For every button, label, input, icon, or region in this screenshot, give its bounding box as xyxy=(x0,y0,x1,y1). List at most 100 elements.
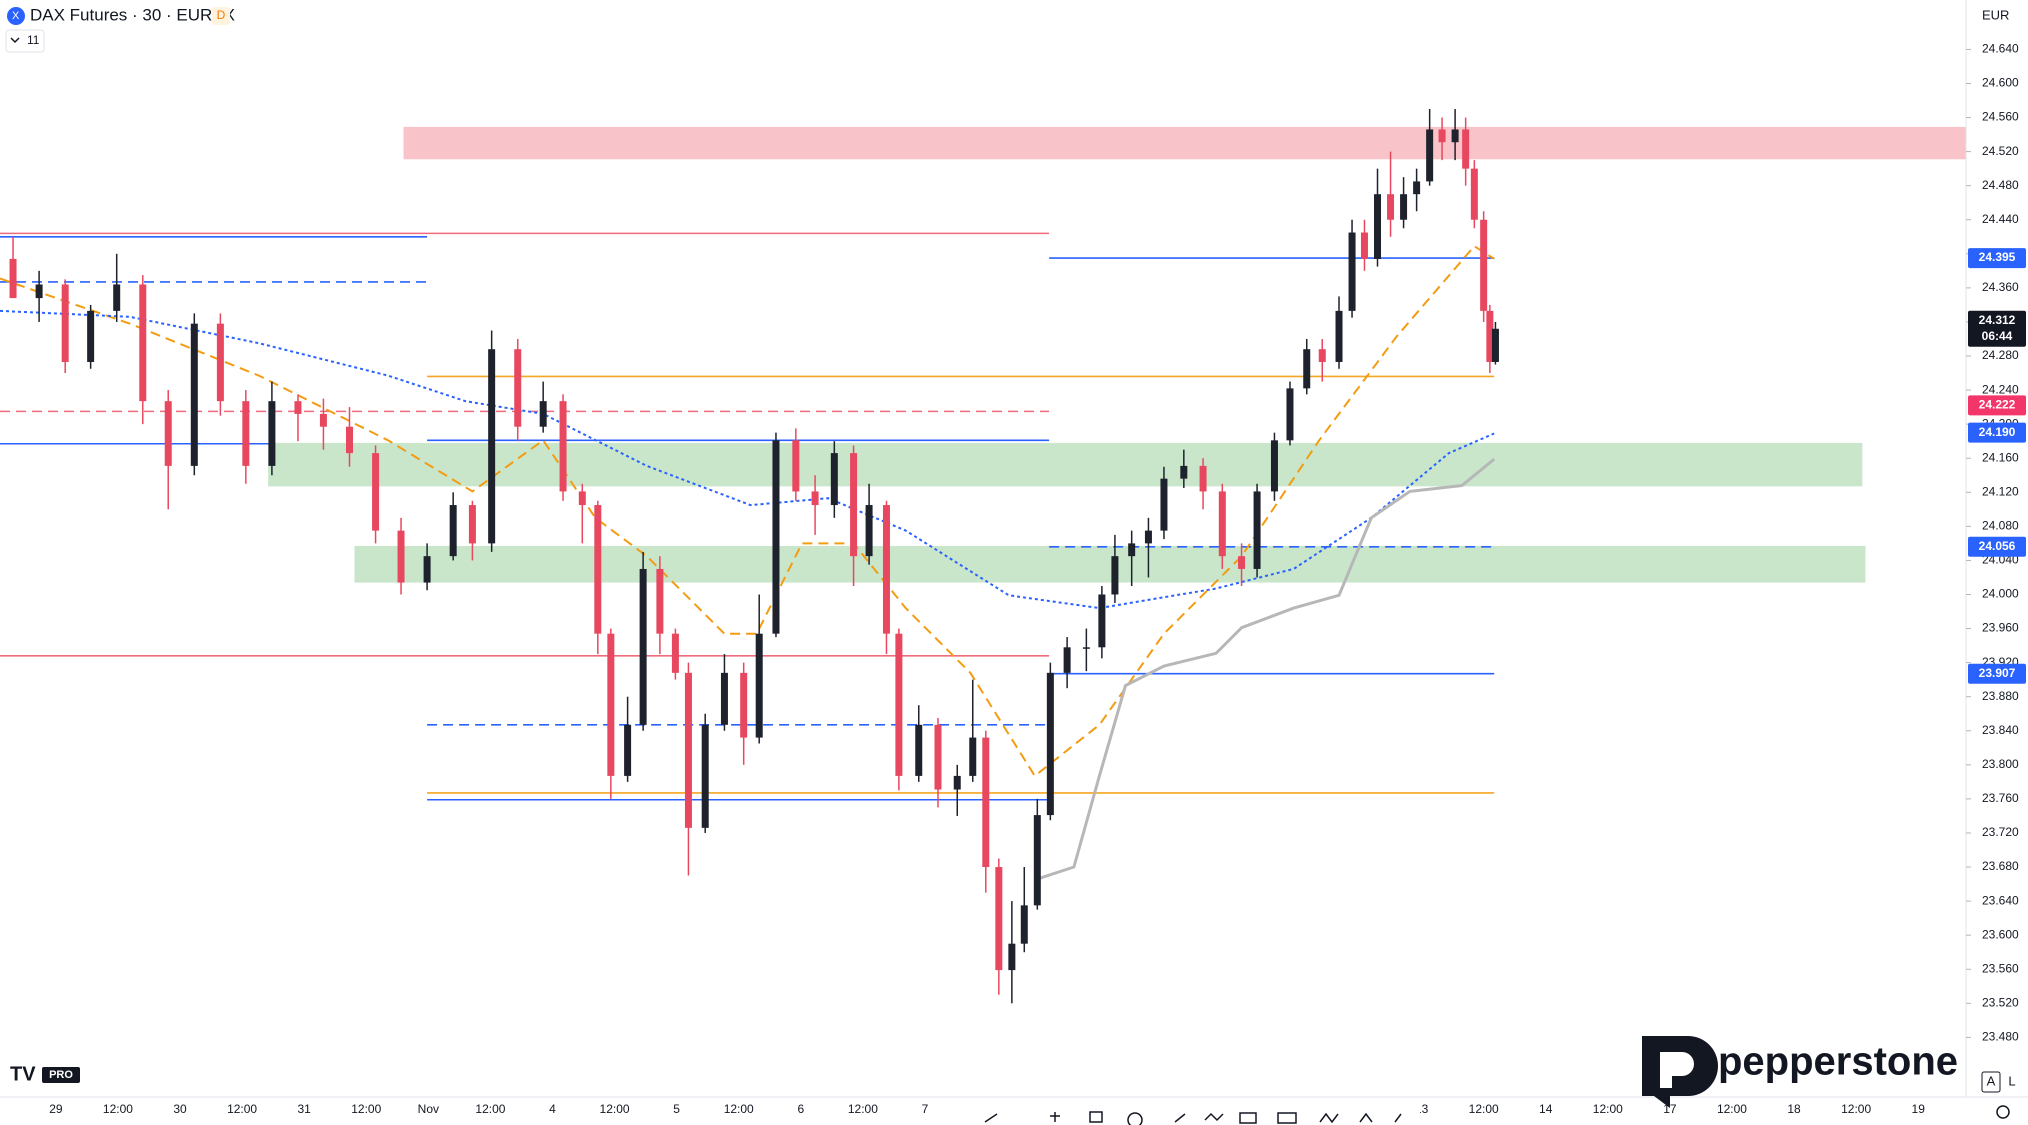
tool-icon[interactable] xyxy=(1394,1113,1402,1123)
x-tick-label: 12:00 xyxy=(1593,1102,1623,1116)
price-label-bg xyxy=(1968,663,2026,684)
tool-icon[interactable] xyxy=(1050,1112,1060,1122)
candle-body xyxy=(1462,129,1470,169)
tool-icon[interactable] xyxy=(1319,1112,1339,1124)
tool-icon[interactable] xyxy=(1359,1112,1373,1123)
indicator-line xyxy=(1034,457,1496,882)
candle-body xyxy=(1413,181,1421,195)
candle-body xyxy=(1063,647,1071,673)
candle-body xyxy=(1348,232,1356,311)
candle-body xyxy=(1253,491,1261,569)
tool-icon[interactable] xyxy=(1174,1113,1186,1123)
y-tick-label: 24.160 xyxy=(1982,450,2019,464)
candle-body xyxy=(1199,465,1207,492)
tv-logo-mark: TV xyxy=(10,1063,36,1085)
candle-body xyxy=(539,401,547,427)
x-tick-label: 5 xyxy=(673,1102,680,1116)
candle-body xyxy=(1286,388,1294,441)
log-scale-label[interactable]: L xyxy=(2008,1073,2015,1088)
candle-body xyxy=(449,505,457,557)
x-tick-label: Nov xyxy=(418,1102,439,1116)
candle-body xyxy=(1270,440,1278,492)
candle-body xyxy=(684,672,692,828)
y-tick-label: 24.600 xyxy=(1982,76,2019,90)
y-tick-label: 23.720 xyxy=(1982,825,2019,839)
price-label-bg xyxy=(1968,395,2026,416)
price-label: 24.395 xyxy=(1979,250,2016,264)
candle-body xyxy=(139,284,147,402)
y-tick-label: 24.280 xyxy=(1982,348,2019,362)
indicator-toggle[interactable] xyxy=(5,29,45,53)
x-tick-label: 12:00 xyxy=(103,1102,133,1116)
candle-body xyxy=(35,284,43,299)
x-tick-label: 12:00 xyxy=(475,1102,505,1116)
tool-icon[interactable] xyxy=(1089,1111,1103,1123)
candle-body xyxy=(594,505,602,634)
candle-body xyxy=(1160,478,1168,531)
y-tick-label: 23.880 xyxy=(1982,689,2019,703)
x-tick-label: 14 xyxy=(1539,1102,1553,1116)
y-tick-label: 24.560 xyxy=(1982,110,2019,124)
candle-body xyxy=(953,775,961,790)
candle-body xyxy=(294,401,302,414)
candle-body xyxy=(1046,672,1054,816)
tv-logo-badge: PRO xyxy=(49,1069,73,1081)
price-label: 24.222 xyxy=(1979,398,2016,412)
interval-badge[interactable]: D xyxy=(217,8,226,22)
symbol-icon[interactable] xyxy=(7,7,25,25)
candle-body xyxy=(830,453,838,506)
y-tick-label: 24.520 xyxy=(1982,144,2019,158)
candle-body xyxy=(87,310,95,362)
y-tick-label: 23.680 xyxy=(1982,859,2019,873)
watermark: pepperstone xyxy=(1642,1036,1958,1108)
tool-icon[interactable] xyxy=(984,1113,998,1123)
tool-icon[interactable] xyxy=(1204,1112,1224,1122)
candle-body xyxy=(1491,328,1499,362)
axes: 23.480 23.520 23.560 23.600 23.640 23.680 23.7… xyxy=(49,42,2026,1116)
candle-body xyxy=(982,737,990,868)
candle-body xyxy=(1238,556,1246,569)
candle-body xyxy=(1098,594,1106,648)
candle-body xyxy=(995,867,1003,971)
candle-body xyxy=(772,440,780,634)
tool-icon[interactable] xyxy=(1127,1112,1143,1125)
price-label-bg xyxy=(1968,248,2026,269)
candle-body xyxy=(1360,232,1368,259)
auto-scale-button[interactable] xyxy=(1981,1071,2001,1093)
currency[interactable]: EUR xyxy=(1982,7,2009,22)
candle-body xyxy=(1144,530,1152,544)
x-tick-label: 12:00 xyxy=(227,1102,257,1116)
symbol-icon-mark: X xyxy=(12,10,20,22)
candle-body xyxy=(1438,129,1446,143)
x-tick-label: 31 xyxy=(298,1102,312,1116)
chart-title[interactable]: DAX Futures · 30 · EUREX xyxy=(30,5,235,24)
price-label-bg xyxy=(1968,536,2026,557)
interval-badge-bg xyxy=(212,7,230,25)
y-tick-label: 23.760 xyxy=(1982,791,2019,805)
candle-body xyxy=(488,349,496,544)
price-label-bg xyxy=(1968,422,2026,443)
candle-body xyxy=(1400,194,1408,220)
x-tick-label: 29 xyxy=(49,1102,63,1116)
candle-body xyxy=(969,737,977,776)
candle-body xyxy=(9,258,17,299)
indicator-line xyxy=(0,244,1495,778)
settings-icon[interactable] xyxy=(1996,1105,2010,1119)
candle-body xyxy=(1387,194,1395,220)
tool-icon[interactable] xyxy=(1277,1112,1297,1124)
x-tick-label: 30 xyxy=(173,1102,187,1116)
candle-body xyxy=(1020,905,1028,944)
candle-body xyxy=(164,401,172,466)
y-tick-label: 23.480 xyxy=(1982,1030,2019,1044)
candle-body xyxy=(882,505,890,634)
tool-icon[interactable] xyxy=(1239,1112,1257,1124)
price-label: 23.907 xyxy=(1979,666,2016,680)
candle-body xyxy=(113,284,121,311)
y-tick-label: 23.800 xyxy=(1982,757,2019,771)
candle-body xyxy=(639,568,647,725)
candle-body xyxy=(1303,349,1311,389)
candle-body xyxy=(701,724,709,828)
auto-scale-label: A xyxy=(1987,1073,1996,1088)
